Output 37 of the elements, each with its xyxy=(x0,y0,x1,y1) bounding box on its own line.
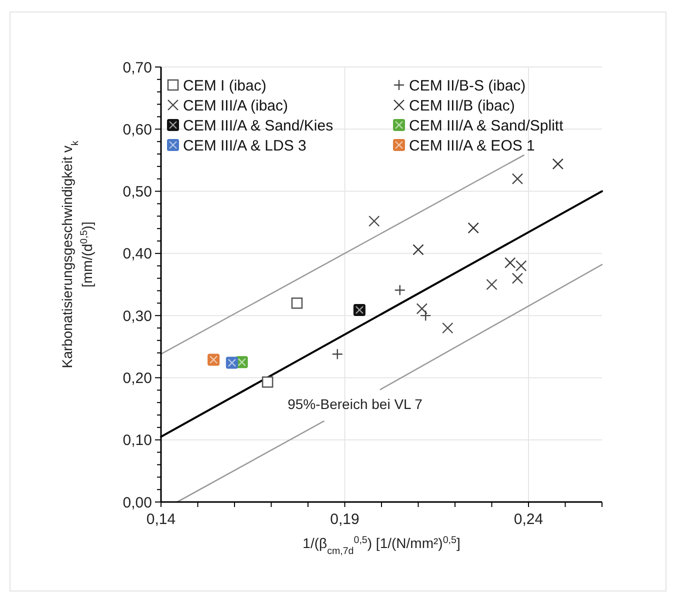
legend-label: CEM II/B-S (ibac) xyxy=(409,77,526,94)
point xyxy=(394,284,406,296)
y-tick-label: 0,60 xyxy=(122,121,152,138)
point xyxy=(512,272,524,284)
legend-label: CEM III/A & Sand/Splitt xyxy=(409,117,564,134)
point xyxy=(504,257,516,268)
y-tick-label: 0,30 xyxy=(122,308,152,325)
y-tick-label: 0,40 xyxy=(122,246,152,263)
point xyxy=(512,173,524,184)
point xyxy=(412,244,424,256)
legend-label: CEM III/A & EOS 1 xyxy=(409,137,535,154)
y-tick-label: 0,50 xyxy=(122,184,152,201)
legend-label: CEM III/B (ibac) xyxy=(409,97,515,114)
point xyxy=(332,348,343,360)
legend-label: CEM I (ibac) xyxy=(183,77,266,94)
y-tick-label: 0,20 xyxy=(122,370,152,387)
point xyxy=(552,158,564,170)
y-tick-label: 0,10 xyxy=(122,432,152,450)
legend-label: CEM III/A & Sand/Kies xyxy=(183,117,334,134)
point xyxy=(516,260,527,272)
x-axis-title: 1/(β$_{cm,7d}$$^{0,5}$) [1/(N/mm²)$^{0,5}$] xyxy=(302,534,460,556)
point xyxy=(468,222,479,234)
legend-label: CEM III/A (ibac) xyxy=(183,97,288,114)
y-tick-label: 0,70 xyxy=(122,59,152,76)
x-tick-label: 0,14 xyxy=(146,511,176,528)
point xyxy=(486,278,498,290)
point xyxy=(368,216,380,227)
point xyxy=(420,310,432,322)
point xyxy=(416,303,428,314)
legend-label: CEM III/A & LDS 3 xyxy=(183,137,306,154)
point xyxy=(291,297,303,309)
annotation: 95%-Bereich bei VL 7 xyxy=(288,396,423,412)
point xyxy=(262,376,274,388)
x-tick-label: 0,24 xyxy=(514,511,544,528)
x-tick-label: 0,19 xyxy=(330,511,360,528)
point xyxy=(442,322,454,334)
y-tick-label: 0,00 xyxy=(122,494,152,512)
